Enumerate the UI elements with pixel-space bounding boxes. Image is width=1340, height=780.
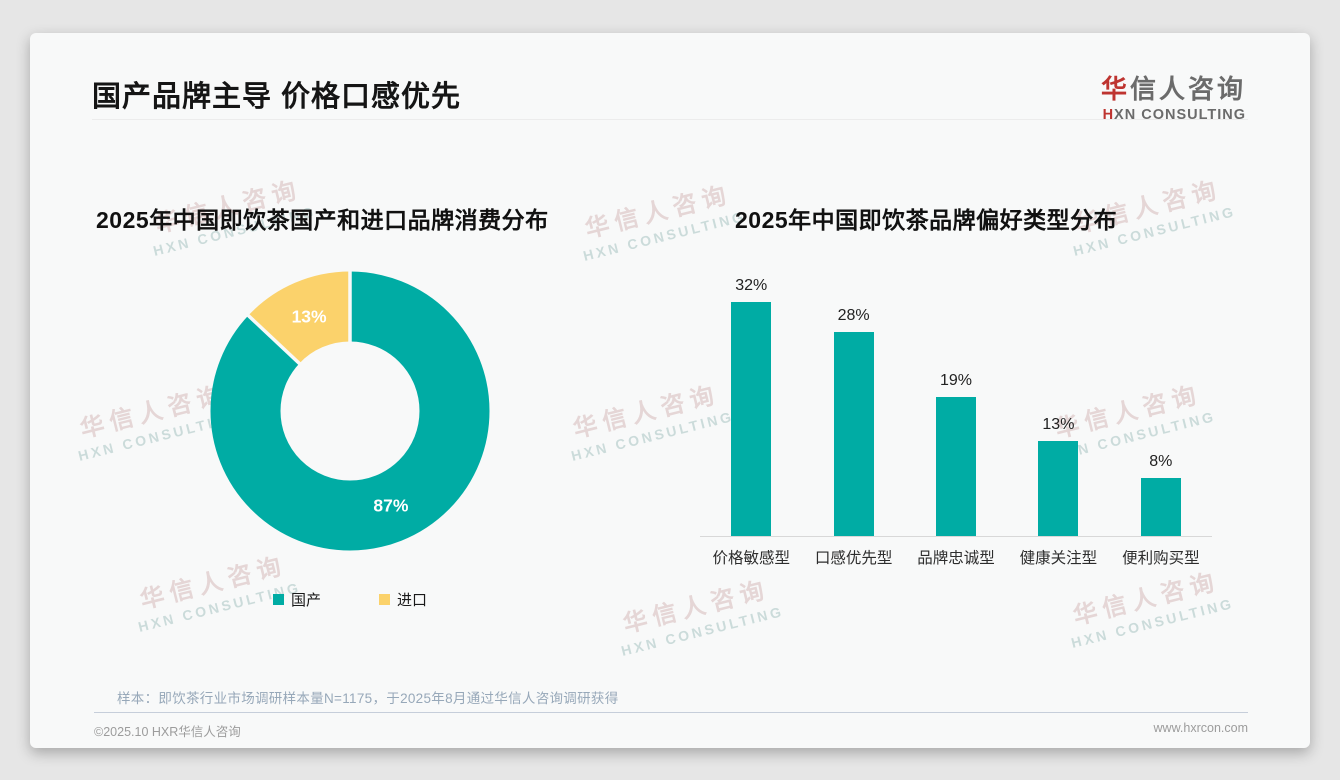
logo-chinese: 华信人咨询 [1101,69,1246,106]
bar [1140,477,1181,536]
brand-watermark: 华信人咨询 HXN CONSULTING [581,180,748,264]
donut-chart-title: 2025年中国即饮茶国产和进口品牌消费分布 [96,207,549,233]
bar [833,331,874,536]
bar-category-label: 口感优先型 [814,550,893,567]
page-title: 国产品牌主导 价格口感优先 [92,81,462,113]
bar-category-label: 品牌忠诚型 [917,550,995,567]
footer-website: www.hxrcon.com [1153,721,1248,735]
logo-cn-accent: 华 [1100,74,1130,104]
logo-cn-rest: 信人咨询 [1129,74,1246,104]
donut-value-label: 87% [373,496,408,516]
slice-divider [244,311,352,413]
bar-group-口感优先型: 28% [802,307,904,536]
bar-value-label: 32% [735,277,768,295]
bar [1038,441,1079,536]
legend-item-国产: 国产 [272,589,321,610]
footer-divider [94,712,1248,713]
donut-chart: 87% 13% [200,261,500,561]
bar-value-label: 19% [940,372,973,390]
header-divider [92,119,1248,120]
bar-chart: 32% 28% 19% 13% 8% 价格敏感型 口感优先型 品牌忠诚型 健康关注型 便利购买型 [700,273,1212,568]
bar-plot-area: 32% 28% 19% 13% 8% [700,273,1212,537]
slide-card: 华信人咨询 HXN CONSULTING 华信人咨询 HXN CONSULTING 华信… [30,33,1310,748]
footer: ©2025.10 HXR华信人咨询 www.hxrcon.com [94,721,1248,740]
legend-swatch [272,594,284,605]
bar-group-价格敏感型: 32% [700,277,802,536]
bar-group-健康关注型: 13% [1007,416,1109,536]
footer-copyright: ©2025.10 HXR华信人咨询 [94,725,241,739]
bar [936,397,977,536]
bar-value-label: 13% [1042,416,1075,434]
brand-watermark: 华信人咨询 HXN CONSULTING [619,575,786,659]
donut-svg: 87% 13% [210,268,490,551]
bar-group-品牌忠诚型: 19% [905,372,1007,536]
bar-chart-title: 2025年中国即饮茶品牌偏好类型分布 [735,207,1118,233]
sample-footnote: 样本：即饮茶行业市场调研样本量N=1175，于2025年8月通过华信人咨询调研获… [117,691,619,706]
legend-label: 进口 [397,592,428,609]
bar [731,302,772,536]
bar-category-label: 便利购买型 [1122,550,1200,567]
logo-en-accent: H [1102,107,1115,123]
brand-watermark: 华信人咨询 HXN CONSULTING [1069,567,1236,651]
donut-legend: 国产 进口 [200,589,500,610]
bar-category-label: 健康关注型 [1019,550,1098,567]
legend-swatch [379,594,390,605]
bar-value-label: 28% [837,306,870,324]
legend-label: 国产 [290,592,321,609]
bar-value-label: 8% [1149,452,1173,470]
bar-group-便利购买型: 8% [1110,453,1212,536]
bar-category-labels: 价格敏感型 口感优先型 品牌忠诚型 健康关注型 便利购买型 [700,546,1212,568]
logo-en-rest: XN CONSULTING [1114,107,1246,123]
legend-item-进口: 进口 [379,589,427,610]
logo-english: HXN CONSULTING [1101,107,1246,123]
bar-category-label: 价格敏感型 [712,550,790,567]
company-logo: 华信人咨询 HXN CONSULTING [1101,69,1246,123]
donut-value-label: 13% [292,307,327,327]
